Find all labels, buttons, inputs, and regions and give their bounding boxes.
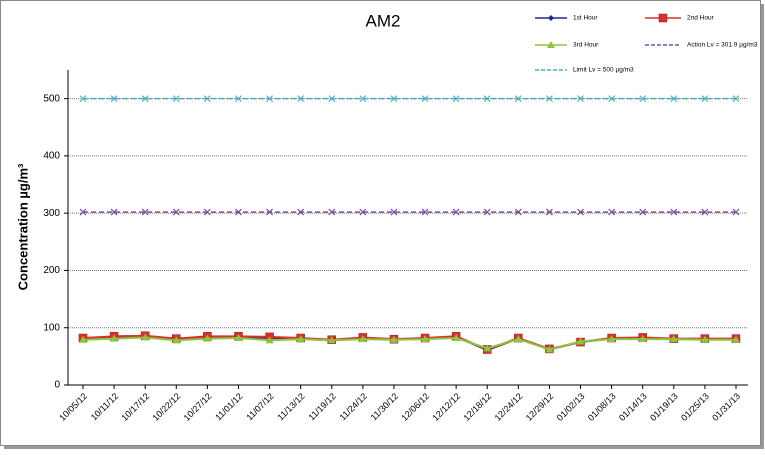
data-point [607,335,616,343]
y-axis-label: Concentration µg/m³ [15,163,30,290]
legend-marker [548,15,554,21]
data-point [359,208,367,216]
data-point [421,335,430,343]
y-tick-label: 0 [54,380,60,391]
data-point [639,208,647,216]
legend-label: 1st Hour [573,15,598,22]
data-point [172,336,181,344]
y-tick-label: 100 [43,322,60,333]
data-point [700,335,709,343]
data-point [638,335,647,343]
data-point [235,208,242,216]
data-point [514,95,522,103]
data-point [110,95,118,103]
data-point [732,95,740,103]
y-tick-label: 400 [43,151,60,162]
data-point [483,344,492,352]
data-point [546,208,553,216]
legend-label: 2nd Hour [687,15,715,22]
data-point [265,336,274,344]
data-point [79,208,87,216]
data-point [266,95,273,103]
data-point [483,95,491,103]
data-point [546,95,553,103]
frame-shadow [4,446,764,449]
data-point [421,208,429,216]
data-point [576,337,585,345]
series-line [82,336,736,351]
data-point [79,335,87,343]
y-tick-label: 300 [43,208,60,219]
data-point [110,334,119,342]
data-point [732,335,740,343]
data-point [141,95,149,103]
legend-label: 3rd Hour [573,42,599,49]
data-point [670,95,678,103]
data-point [141,333,150,341]
chart-frame [0,0,761,446]
data-point [328,95,336,103]
data-point [296,335,305,343]
data-point [701,95,709,103]
data-point [669,335,678,343]
data-point [203,334,212,342]
data-point [670,208,678,216]
y-tick-label: 500 [43,93,60,104]
data-point [514,335,523,343]
data-point [577,208,584,216]
data-point [514,208,522,216]
legend-label: Limit Lv = 500 µg/m3 [573,67,634,74]
data-point [390,208,398,216]
data-point [421,95,429,103]
data-point [79,95,87,103]
data-point [297,208,305,216]
data-point [358,335,367,343]
data-point [110,208,118,216]
data-point [234,334,243,342]
data-point [389,335,398,343]
data-point [608,208,616,216]
data-point [141,208,149,216]
data-point [701,208,709,216]
data-point [266,208,273,216]
data-point [577,95,584,103]
legend-marker [658,13,668,23]
data-point [235,95,242,103]
data-point [732,208,740,216]
legend-label: Action Lv = 301.9 µg/m3 [687,42,758,49]
data-point [297,95,305,103]
data-point [327,336,336,344]
data-point [203,95,211,103]
y-tick-label: 200 [43,265,60,276]
data-point [172,208,180,216]
data-point [390,95,398,103]
data-point [452,95,460,103]
data-point [639,95,647,103]
data-point [452,208,460,216]
legend-marker [547,41,555,48]
data-point [172,95,180,103]
data-point [203,208,211,216]
frame-shadow [761,4,764,448]
data-point [452,334,461,342]
data-point [328,208,336,216]
data-point [608,95,616,103]
chart-title: AM2 [366,11,401,30]
data-point [483,208,491,216]
data-point [359,95,367,103]
data-point [545,345,554,353]
